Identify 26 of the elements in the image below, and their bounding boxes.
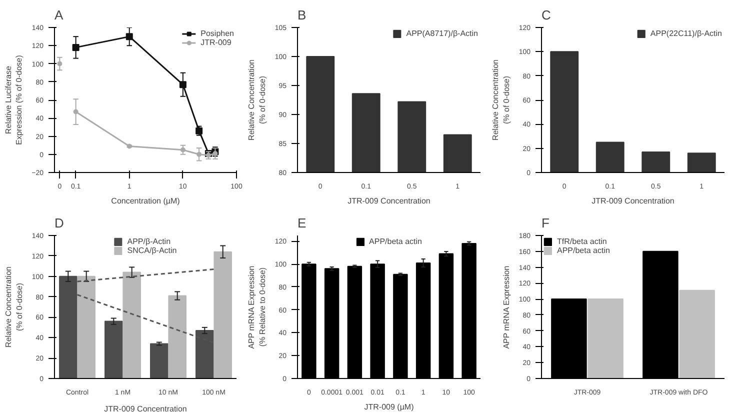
legend-label: JTR-009	[200, 38, 232, 47]
x-axis-title: JTR-009 Concentration	[348, 196, 430, 206]
x-axis-title: Concentration (µM)	[111, 196, 180, 206]
y-axis-title: Relative Luciferase Expression (% of 0-dose)	[4, 54, 24, 145]
x-axis-title: JTR-009 (µM)	[364, 402, 414, 412]
legend-label: TfR/beta actin	[557, 237, 607, 246]
legend-label: APP/beta actin	[369, 237, 422, 246]
legend-label: APP(22C11)/β-Actin	[650, 29, 722, 38]
legend-label: SNCA/β-Actin	[127, 246, 177, 255]
chart-title: A	[54, 8, 64, 22]
y-axis-title: Relative Concentration (% of 0-dose)	[491, 60, 511, 140]
x-axis-title: JTR-009 Concentration	[104, 404, 187, 414]
legend-label: Posiphen	[200, 29, 234, 38]
legend-label: APP/beta actin	[557, 246, 610, 255]
legend-label: APP/β-Actin	[127, 237, 171, 246]
chart-title: E	[298, 216, 306, 230]
y-axis-title: Relative Concentration (% of 0-dose)	[247, 60, 267, 140]
chart-title: C	[542, 8, 551, 22]
y-axis-title: APP mRNA Expression	[502, 266, 511, 349]
x-axis-title: JTR-009 Concentration	[592, 196, 674, 206]
y-axis-title: Relative Concentration (% of 0-dose)	[4, 266, 24, 348]
legend-label: APP(A8717)/β-Actin	[406, 29, 478, 38]
y-axis-title: APP mRNA Expression (% Relative to 0-dose)	[247, 266, 267, 349]
chart-title: B	[298, 8, 306, 22]
chart-title: D	[54, 216, 64, 230]
chart-title: F	[542, 216, 550, 230]
